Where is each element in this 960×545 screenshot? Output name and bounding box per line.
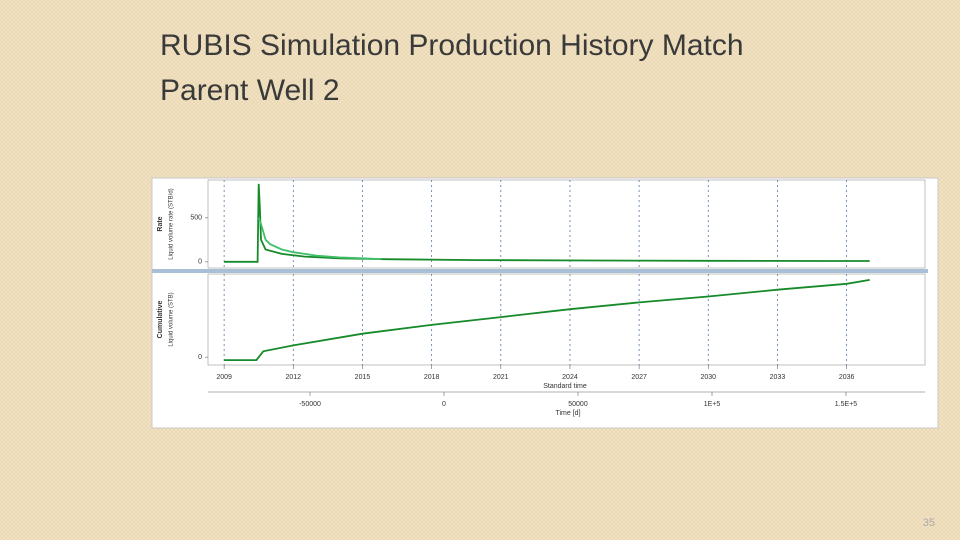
- x2-tick-label: 1.5E+5: [835, 401, 857, 408]
- x2-tick-label: 0: [442, 401, 446, 408]
- x-tick-label: 2018: [424, 374, 440, 381]
- x-tick-label: 2012: [286, 374, 302, 381]
- x-axis-title: Standard time: [543, 383, 587, 390]
- y-tick-label: 500: [190, 215, 202, 222]
- x-tick-label: 2021: [493, 374, 509, 381]
- y-tick-label: 0: [198, 354, 202, 361]
- y-axis-title: Rate: [157, 216, 164, 231]
- x-tick-label: 2027: [631, 374, 647, 381]
- x2-tick-label: 50000: [568, 401, 588, 408]
- plot-frame: [207, 273, 926, 366]
- title: Parent Well 2: [160, 74, 340, 107]
- plots: Rate Liquid volume rate (STB/d) 0 500 Cumula…: [157, 180, 870, 417]
- x2-tick-label: -50000: [299, 401, 321, 408]
- y-tick-label: 0: [198, 259, 202, 266]
- chart-panel: [151, 177, 939, 429]
- y-axis-subtitle: Liquid volume (STB): [169, 292, 175, 346]
- series-line: [257, 217, 381, 261]
- x2-tick-label: 1E+5: [704, 401, 721, 408]
- x2-axis-title: Time [d]: [555, 410, 580, 417]
- x-tick-label: 2024: [562, 374, 578, 381]
- x-tick-label: 2015: [355, 374, 371, 381]
- x-tick-label: 2036: [839, 374, 855, 381]
- plot-frame: [207, 179, 926, 269]
- x-tick-label: 2033: [770, 374, 786, 381]
- page-number: 35: [923, 517, 935, 529]
- x-tick-label: 2030: [700, 374, 716, 381]
- separator: [152, 269, 928, 273]
- y-axis-subtitle: Liquid volume rate (STB/d): [169, 188, 175, 259]
- y-axis-title: Cumulative: [157, 301, 164, 339]
- series-line: [224, 279, 870, 361]
- title: RUBIS Simulation Production History Matc…: [160, 29, 744, 62]
- x-tick-label: 2009: [216, 374, 232, 381]
- series-line: [224, 183, 870, 263]
